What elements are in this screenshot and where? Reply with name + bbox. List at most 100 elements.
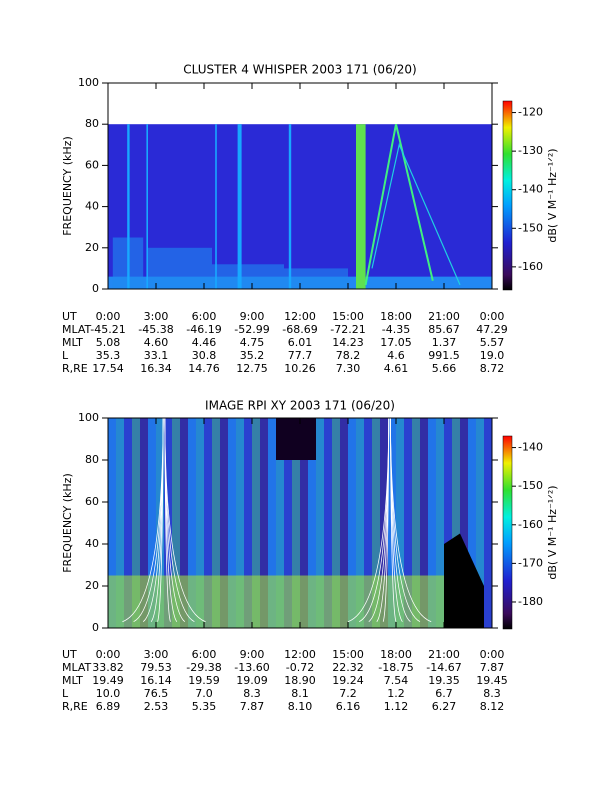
spectrogram-stripe bbox=[324, 418, 332, 628]
panel-title: IMAGE RPI XY 2003 171 (06/20) bbox=[205, 399, 395, 413]
y-tick-label: 80 bbox=[85, 117, 99, 130]
ephemeris-row-label: R,RE bbox=[62, 700, 88, 713]
ephemeris-value: 16.14 bbox=[140, 674, 172, 687]
spectrogram-stripe bbox=[140, 418, 148, 628]
spectrogram-stripe bbox=[444, 418, 452, 628]
spectrogram-stripe bbox=[148, 418, 156, 628]
x-tick-label: 9:00 bbox=[240, 310, 265, 323]
spectrogram-stripe bbox=[236, 418, 244, 628]
spectrogram-stripe bbox=[420, 418, 428, 628]
spectrogram-stripe bbox=[204, 418, 212, 628]
ephemeris-value: 4.6 bbox=[387, 349, 405, 362]
colorbar-tick-label: -150 bbox=[518, 479, 543, 492]
ephemeris-value: 4.75 bbox=[240, 336, 265, 349]
ephemeris-value: 6.16 bbox=[336, 700, 361, 713]
spectrogram-stripe bbox=[212, 418, 220, 628]
ephemeris-value: 4.46 bbox=[192, 336, 217, 349]
ephemeris-value: 6.7 bbox=[435, 687, 453, 700]
y-tick-label: 20 bbox=[85, 241, 99, 254]
spectrogram-stripe bbox=[428, 418, 436, 628]
spectrogram-stripe bbox=[132, 418, 140, 628]
spectrogram-stripe bbox=[452, 418, 460, 628]
spectrogram-stripe bbox=[412, 418, 420, 628]
ephemeris-value: 7.87 bbox=[240, 700, 265, 713]
ephemeris-value: 4.61 bbox=[384, 362, 409, 375]
ephemeris-row-label: MLAT bbox=[62, 323, 92, 336]
x-tick-label: 18:00 bbox=[380, 648, 412, 661]
spectrogram-stripe bbox=[116, 418, 124, 628]
ephemeris-row-label: L bbox=[62, 349, 69, 362]
spectrogram-stripe bbox=[124, 418, 132, 628]
ephemeris-value: 33.82 bbox=[92, 661, 124, 674]
spectrogram-stripe bbox=[460, 418, 468, 628]
x-tick-label: 12:00 bbox=[284, 310, 316, 323]
ephemeris-value: 78.2 bbox=[336, 349, 361, 362]
ephemeris-row-label: MLAT bbox=[62, 661, 92, 674]
x-tick-label: 18:00 bbox=[380, 310, 412, 323]
spectrogram-stripe bbox=[172, 418, 180, 628]
ephemeris-value: 79.53 bbox=[140, 661, 172, 674]
spectrogram-dark bbox=[276, 418, 316, 460]
spectrogram-stripe bbox=[404, 418, 412, 628]
ephemeris-value: 8.3 bbox=[483, 687, 501, 700]
ephemeris-value: 19.59 bbox=[188, 674, 220, 687]
spectrogram-stripe bbox=[484, 418, 492, 628]
ephemeris-value: -29.38 bbox=[186, 661, 221, 674]
spectrogram-streak bbox=[146, 124, 148, 289]
ephemeris-value: 12.75 bbox=[236, 362, 268, 375]
spectrogram-stripe bbox=[260, 418, 268, 628]
ephemeris-value: 19.24 bbox=[332, 674, 364, 687]
ephemeris-value: -52.99 bbox=[234, 323, 269, 336]
spectrogram-streak bbox=[288, 124, 292, 289]
spectrogram-patch bbox=[284, 268, 348, 289]
ephemeris-value: 7.0 bbox=[195, 687, 213, 700]
ephemeris-value: 35.3 bbox=[96, 349, 121, 362]
colorbar bbox=[502, 435, 513, 630]
spectrogram-stripe bbox=[252, 418, 260, 628]
colorbar-tick-label: -160 bbox=[518, 518, 543, 531]
y-tick-label: 0 bbox=[92, 621, 99, 634]
spectrogram-stripe bbox=[284, 418, 292, 628]
spectrogram-emission bbox=[371, 142, 461, 286]
x-tick-label: 0:00 bbox=[480, 648, 505, 661]
colorbar-tick-label: -140 bbox=[518, 441, 543, 454]
y-tick-label: 40 bbox=[85, 200, 99, 213]
y-tick-label: 100 bbox=[78, 76, 99, 89]
colorbar-tick-label: -170 bbox=[518, 556, 543, 569]
ephemeris-value: -45.38 bbox=[138, 323, 173, 336]
ephemeris-value: 8.3 bbox=[243, 687, 261, 700]
x-tick-label: 9:00 bbox=[240, 648, 265, 661]
ephemeris-row-label: R,RE bbox=[62, 362, 88, 375]
ephemeris-value: 7.2 bbox=[339, 687, 357, 700]
ephemeris-row-label: UT bbox=[62, 648, 77, 661]
ephemeris-value: 5.66 bbox=[432, 362, 457, 375]
ephemeris-value: 19.09 bbox=[236, 674, 268, 687]
ephemeris-value: 6.89 bbox=[96, 700, 121, 713]
ephemeris-value: 5.35 bbox=[192, 700, 217, 713]
x-tick-label: 21:00 bbox=[428, 648, 460, 661]
spectrogram-stripe bbox=[372, 418, 380, 628]
ephemeris-value: 17.54 bbox=[92, 362, 124, 375]
colorbar bbox=[502, 100, 513, 291]
ephemeris-value: 19.49 bbox=[92, 674, 124, 687]
spectrogram bbox=[108, 123, 492, 289]
spectrogram-stripe bbox=[196, 418, 204, 628]
spectrogram-low-band bbox=[108, 575, 444, 628]
ephemeris-value: 10.0 bbox=[96, 687, 121, 700]
y-tick-label: 60 bbox=[85, 158, 99, 171]
ephemeris-value: -18.75 bbox=[378, 661, 413, 674]
ephemeris-value: 18.90 bbox=[284, 674, 316, 687]
ephemeris-value: 7.87 bbox=[480, 661, 505, 674]
ephemeris-value: -14.67 bbox=[426, 661, 461, 674]
spectrogram-stripe bbox=[276, 418, 284, 628]
ephemeris-value: -4.35 bbox=[382, 323, 410, 336]
spectrogram-stripe bbox=[292, 418, 300, 628]
ephemeris-value: 2.53 bbox=[144, 700, 169, 713]
spectrogram-stripe bbox=[340, 418, 348, 628]
x-tick-label: 0:00 bbox=[480, 310, 505, 323]
spectrogram-stripe bbox=[332, 418, 340, 628]
x-tick-label: 6:00 bbox=[192, 310, 217, 323]
ephemeris-value: 14.76 bbox=[188, 362, 220, 375]
x-tick-label: 15:00 bbox=[332, 310, 364, 323]
ephemeris-value: 1.12 bbox=[384, 700, 409, 713]
